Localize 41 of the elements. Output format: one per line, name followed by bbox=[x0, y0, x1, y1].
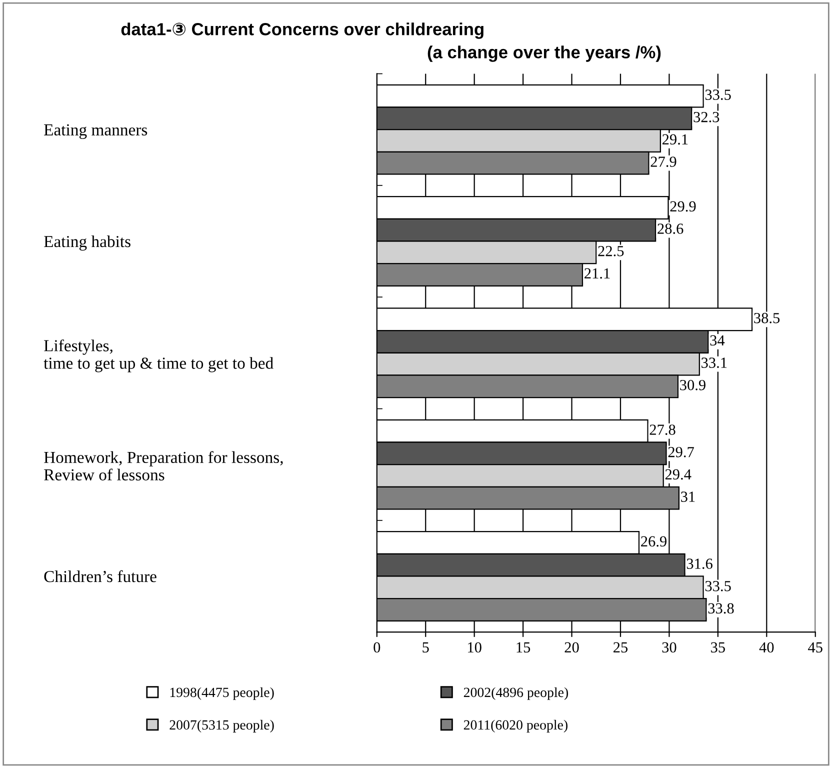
data-label: 33.1 bbox=[702, 358, 727, 368]
chart-subtitle: (a change over the years /%) bbox=[428, 46, 661, 62]
data-label: 28.6 bbox=[658, 224, 684, 234]
y-tick-label: Homework, Preparation for lessons, Review of lessons bbox=[44, 451, 283, 480]
data-label: 31 bbox=[681, 492, 695, 502]
data-label: 38.5 bbox=[754, 312, 780, 324]
data-label: 29.9 bbox=[670, 201, 696, 212]
x-tick-label: 0 bbox=[374, 642, 380, 653]
chart-title: data1-③ Current Concerns over childrearing bbox=[121, 22, 484, 39]
x-tick-label: 5 bbox=[422, 642, 429, 653]
y-tick-label: Eating habits bbox=[44, 235, 130, 251]
x-tick-label: 25 bbox=[614, 642, 628, 653]
data-label: 33.5 bbox=[705, 90, 731, 100]
legend-label: 1998(4475 people) bbox=[170, 687, 274, 700]
data-label: 31.6 bbox=[686, 558, 712, 569]
legend-label: 2002(4896 people) bbox=[464, 687, 568, 700]
x-tick-label: 40 bbox=[759, 642, 774, 653]
data-label: 33.8 bbox=[708, 603, 734, 614]
legend-label: 2007(5315 people) bbox=[170, 720, 274, 732]
data-label: 21.1 bbox=[584, 268, 610, 279]
y-tick-label: Eating manners bbox=[44, 124, 148, 139]
x-tick-label: 20 bbox=[564, 642, 579, 653]
data-label: 32.3 bbox=[694, 112, 720, 122]
data-label: 27.8 bbox=[650, 424, 676, 435]
y-tick-label: Lifestyles, time to get up & time to get to bed bbox=[44, 339, 274, 372]
y-tick-label: Children’s future bbox=[44, 570, 156, 582]
data-label: 27.9 bbox=[650, 156, 676, 167]
x-tick-label: 45 bbox=[808, 642, 822, 653]
data-label: 34 bbox=[710, 335, 725, 346]
data-label: 29.7 bbox=[668, 446, 694, 458]
x-tick-label: 30 bbox=[662, 642, 676, 653]
x-tick-label: 35 bbox=[711, 642, 725, 653]
data-label: 22.5 bbox=[598, 246, 624, 256]
data-label: 30.9 bbox=[680, 380, 706, 390]
data-label: 29.1 bbox=[662, 134, 688, 145]
data-label: 29.4 bbox=[665, 469, 692, 480]
x-tick-label: 10 bbox=[468, 642, 482, 653]
x-tick-label: 15 bbox=[516, 642, 530, 653]
data-label: 33.5 bbox=[705, 580, 731, 592]
data-label: 26.9 bbox=[641, 536, 666, 547]
legend-label: 2011(6020 people) bbox=[464, 720, 568, 732]
